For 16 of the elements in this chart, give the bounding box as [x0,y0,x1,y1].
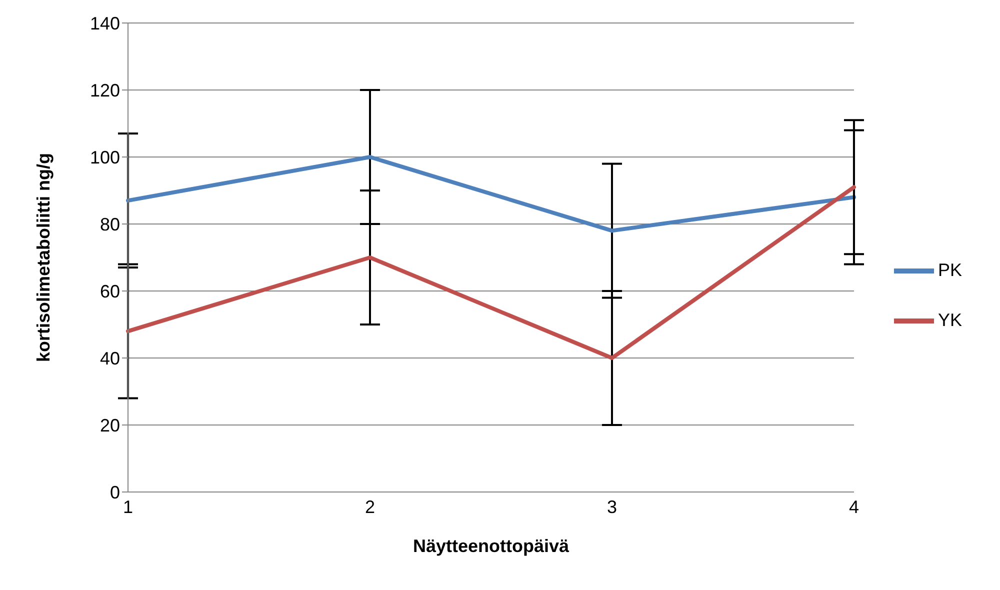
x-tick-label: 2 [364,496,376,517]
y-tick-label: 120 [90,80,120,100]
y-tick-label: 60 [100,281,120,302]
x-tick-label: 1 [122,496,134,517]
x-tick-label: 4 [848,496,859,517]
y-axis-title: kortisolimetaboliitti ng/g [33,152,54,362]
legend-label: YK [938,310,962,330]
y-tick-label: 40 [100,348,120,368]
y-tick-label: 140 [90,13,120,34]
y-tick-label: 100 [90,147,120,168]
legend-label: PK [938,260,962,280]
y-tick-label: 0 [110,482,120,502]
y-tick-label: 20 [100,415,120,436]
x-axis-title: Näytteenottopäivä [412,536,570,556]
y-tick-label: 80 [100,214,120,234]
x-tick-label: 3 [606,496,617,517]
